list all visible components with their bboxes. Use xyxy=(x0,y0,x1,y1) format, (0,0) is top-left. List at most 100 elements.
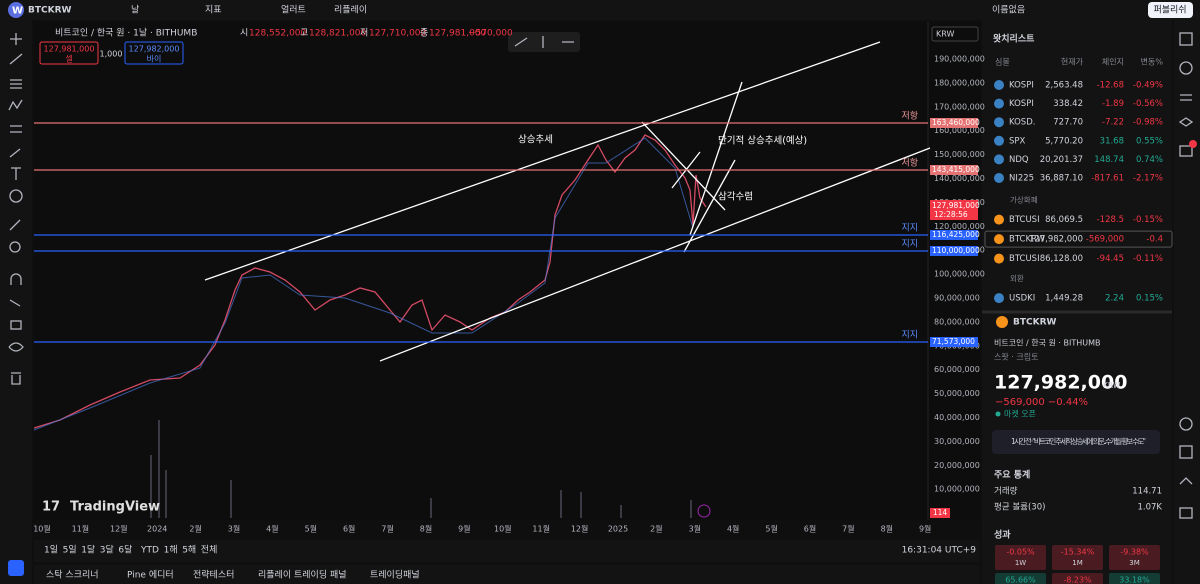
time-axis-label: 6월 xyxy=(343,524,355,534)
watchlist-last: 2,563.48 xyxy=(1045,81,1083,91)
ohlc-label: 저 xyxy=(360,28,368,39)
time-axis-label: 2월 xyxy=(189,524,201,534)
ohlc-label: 종 xyxy=(420,28,428,39)
range-button[interactable]: 5해 xyxy=(182,545,196,556)
right-icons[interactable] xyxy=(1178,32,1194,519)
drawing-tools[interactable] xyxy=(8,33,24,385)
watchlist-symbol[interactable]: NI225 xyxy=(1009,174,1034,184)
buy-button[interactable] xyxy=(124,41,184,65)
symbol-icon xyxy=(994,154,1004,165)
bottom-tab[interactable]: 리플레이 트레이딩 패널 xyxy=(258,570,347,581)
watchlist-change: -7.22 xyxy=(1102,118,1124,128)
symbol-search[interactable]: BTCKRW xyxy=(28,6,72,16)
range-button[interactable]: 1일 xyxy=(44,545,58,556)
watchlist-last: 338.42 xyxy=(1053,99,1083,109)
range-button[interactable]: YTD xyxy=(140,546,159,556)
status-dot xyxy=(995,411,1001,417)
time-axis-label: 5월 xyxy=(305,524,317,534)
range-bar xyxy=(34,540,980,562)
symbol-icon xyxy=(994,234,1004,245)
drawing-toolbar[interactable] xyxy=(508,32,580,52)
annotation: 상승추세 xyxy=(518,135,553,146)
symbol-icon xyxy=(994,214,1004,225)
watchlist-symbol[interactable]: NDQ xyxy=(1009,155,1029,165)
ohlc-value: 128,552,000 xyxy=(249,29,307,39)
star-button[interactable] xyxy=(8,560,24,576)
watchlist-change: 2.24 xyxy=(1105,294,1124,304)
currency-box[interactable] xyxy=(931,26,979,42)
symbol-icon xyxy=(994,135,1004,146)
price-series-up xyxy=(33,137,694,431)
news-headline[interactable]: 1시간 전 · "비트코인 추세적 상승세에 의문...수개월 횡보 수도" xyxy=(1011,436,1146,446)
level-price: 71,573,000 xyxy=(932,337,975,346)
replay[interactable]: 리플레이 xyxy=(334,5,367,16)
watchlist-change: -94.45 xyxy=(1097,254,1124,264)
price-axis-label: 40,000,000 xyxy=(934,413,980,422)
time-axis-label: 9월 xyxy=(919,524,931,534)
performance-title: 성과 xyxy=(994,529,1011,541)
performance-value: 65.66% xyxy=(1005,576,1036,584)
time-axis-label: 6월 xyxy=(804,524,816,534)
event-marker[interactable] xyxy=(697,504,711,518)
watchlist-symbol[interactable]: KOSPI xyxy=(1009,99,1034,109)
range-button[interactable]: 5일 xyxy=(63,545,77,556)
level-label: 저항 xyxy=(901,111,918,122)
bottom-tab[interactable]: Pine 에디터 xyxy=(127,570,174,581)
publish-button[interactable] xyxy=(1148,2,1193,18)
buy-label: 바이 xyxy=(147,54,162,64)
watchlist-symbol[interactable]: SPX xyxy=(1009,136,1026,146)
bottom-tab[interactable]: 스탁 스크리너 xyxy=(46,569,99,581)
symbol-icon xyxy=(994,293,1004,304)
time-axis-label: 5월 xyxy=(765,524,777,534)
trend-lines xyxy=(204,41,931,362)
symbol-icon xyxy=(994,80,1004,90)
stat-label: 거래량 xyxy=(994,486,1018,497)
publish-label[interactable]: 퍼블리쉬 xyxy=(1153,5,1186,16)
price-axis-label: 10,000,000 xyxy=(934,485,980,494)
watchlist-symbol[interactable]: BTCKRW xyxy=(1009,235,1046,245)
range-button[interactable]: 6달 xyxy=(118,544,132,556)
performance-value: -0.05% xyxy=(1006,548,1035,557)
details-name: 비트코인 / 한국 원 · BITHUMB xyxy=(994,338,1100,348)
news-card[interactable] xyxy=(992,430,1160,454)
price-axis-label: 120,000,000 xyxy=(934,222,985,231)
watchlist-title[interactable]: 왓치리스트 xyxy=(993,33,1035,45)
selected-row xyxy=(984,230,1173,248)
sell-button[interactable] xyxy=(39,41,99,65)
watchlist-symbol[interactable]: KOSPI xyxy=(1009,81,1034,91)
watchlist-symbol[interactable]: USDKI xyxy=(1009,294,1035,304)
legend-title: 비트코인 / 한국 원 · 1날 · BITHUMB xyxy=(55,28,197,39)
layout-name[interactable]: 이름없음 xyxy=(992,5,1025,16)
currency: KRW xyxy=(936,30,954,39)
range-button[interactable]: 3달 xyxy=(100,544,114,556)
level-price: 116,425,000 xyxy=(932,230,980,239)
volume-bars xyxy=(150,420,692,518)
interval[interactable]: 날 xyxy=(131,5,139,16)
bottom-tab[interactable]: 전략테스터 xyxy=(193,569,234,581)
sell-price: 127,981,000 xyxy=(44,45,95,54)
level-tag xyxy=(930,165,978,175)
performance-period: 1W xyxy=(1015,559,1026,567)
range-button[interactable]: 1달 xyxy=(81,544,95,556)
indicators[interactable]: 지표 xyxy=(205,5,222,16)
section-header: 외환 xyxy=(1010,273,1024,283)
alerts[interactable]: 얼러트 xyxy=(281,5,306,16)
stat-value: 1.07K xyxy=(1138,503,1163,513)
range-button[interactable]: 전체 xyxy=(201,545,218,556)
level-price: 163,460,000 xyxy=(932,118,980,127)
price-axis-label: 140,000,000 xyxy=(934,174,985,183)
watchlist-change-pct: -0.15% xyxy=(1133,215,1163,225)
watchlist-symbol[interactable]: BTCUSI xyxy=(1009,215,1040,225)
quantity: 1,000 xyxy=(100,50,123,59)
avatar[interactable] xyxy=(8,2,24,18)
stat-label: 평균 볼륨(30) xyxy=(994,502,1045,513)
bottom-tab[interactable]: 트레이딩패널 xyxy=(370,570,420,581)
watchlist-change: 31.68 xyxy=(1100,136,1124,146)
range-button[interactable]: 1해 xyxy=(164,545,178,556)
performance-value: -15.34% xyxy=(1061,548,1095,557)
performance-box xyxy=(1109,545,1160,570)
watchlist-symbol[interactable]: KOSD. xyxy=(1009,118,1035,128)
watchlist-symbol[interactable]: BTCUSI xyxy=(1009,254,1040,264)
